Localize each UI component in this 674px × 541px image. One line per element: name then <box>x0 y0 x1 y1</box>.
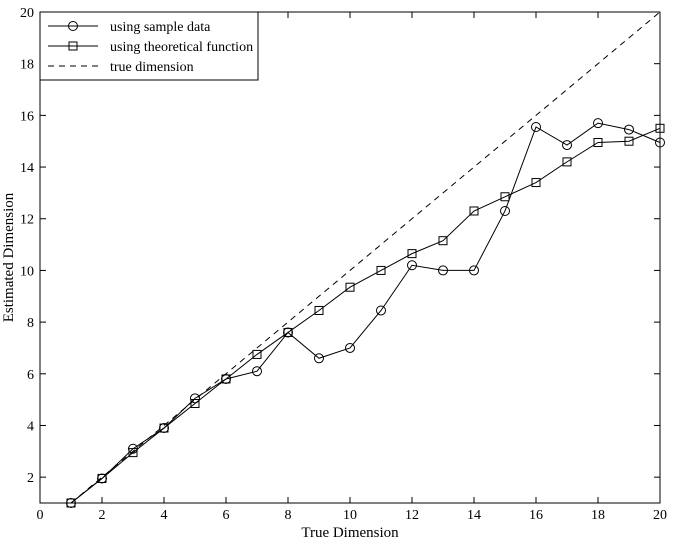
data-point-using-sample-data <box>531 121 541 132</box>
x-axis-label: True Dimension <box>301 525 399 541</box>
x-tick-label: 20 <box>653 508 667 523</box>
data-point-using-theoretical-function <box>624 136 634 146</box>
data-point-using-theoretical-function <box>345 282 355 292</box>
series-line-using-sample-data <box>70 122 661 504</box>
data-point-using-theoretical-function <box>500 192 510 202</box>
data-point-using-theoretical-function <box>252 349 262 359</box>
data-point-using-sample-data <box>624 124 634 135</box>
data-point-using-theoretical-function <box>159 423 169 433</box>
legend-label: using sample data <box>110 20 211 35</box>
data-point-using-sample-data <box>593 118 603 129</box>
y-tick-label: 20 <box>20 6 34 21</box>
data-point-using-theoretical-function <box>128 448 138 458</box>
plot-layer <box>66 11 665 508</box>
y-tick-label: 4 <box>27 419 34 434</box>
data-point-using-theoretical-function <box>562 157 572 167</box>
data-point-using-sample-data <box>562 140 572 151</box>
data-point-using-theoretical-function <box>531 178 541 188</box>
y-tick-label: 8 <box>27 316 34 331</box>
y-tick-label: 18 <box>20 58 34 73</box>
data-point-using-sample-data <box>314 353 324 364</box>
legend-marker <box>68 41 78 51</box>
y-tick-label: 12 <box>20 213 34 228</box>
data-point-using-theoretical-function <box>407 249 417 259</box>
data-point-using-theoretical-function <box>376 265 386 275</box>
y-tick-label: 2 <box>27 471 34 486</box>
data-point-using-theoretical-function <box>314 305 324 315</box>
x-tick-label: 14 <box>467 508 481 523</box>
series-true-dimension <box>70 11 661 504</box>
data-point-using-sample-data <box>190 393 200 404</box>
data-point-using-sample-data <box>500 205 510 216</box>
data-point-using-sample-data <box>345 342 355 353</box>
y-tick-label: 10 <box>20 264 34 279</box>
x-tick-label: 8 <box>285 508 292 523</box>
x-tick-label: 2 <box>99 508 106 523</box>
data-point-using-theoretical-function <box>593 138 603 148</box>
x-tick-label: 18 <box>591 508 605 523</box>
x-tick-label: 4 <box>161 508 168 523</box>
series-line-using-theoretical-function <box>70 127 661 504</box>
legend-item-using-sample-data: using sample data <box>48 20 211 35</box>
legend-item-true-dimension: true dimension <box>48 60 194 75</box>
legend-item-using-theoretical-function: using theoretical function <box>48 40 253 55</box>
legend-label: true dimension <box>110 60 194 75</box>
data-point-using-sample-data <box>252 366 262 377</box>
legend: using sample data using theoretical funct… <box>39 11 259 81</box>
series-line-true-dimension <box>70 11 661 504</box>
series-using-sample-data <box>66 118 665 508</box>
x-tick-label: 0 <box>37 508 44 523</box>
legend-items: using sample data using theoretical funct… <box>48 20 253 75</box>
y-tick-label: 6 <box>27 368 34 383</box>
y-tick-label: 16 <box>20 109 34 124</box>
legend-marker <box>68 21 78 31</box>
x-tick-label: 12 <box>405 508 419 523</box>
series-using-theoretical-function <box>66 123 665 508</box>
y-tick-label: 14 <box>20 161 34 176</box>
data-point-using-sample-data <box>376 305 386 316</box>
data-point-using-theoretical-function <box>221 374 231 384</box>
plot-frame <box>39 11 661 504</box>
data-point-using-sample-data <box>438 265 448 276</box>
x-tick-label: 10 <box>343 508 357 523</box>
data-point-using-theoretical-function <box>97 473 107 483</box>
data-point-using-theoretical-function <box>469 206 479 216</box>
legend-label: using theoretical function <box>110 40 253 55</box>
data-point-using-sample-data <box>407 260 417 271</box>
x-tick-label: 6 <box>223 508 230 523</box>
x-tick-label: 16 <box>529 508 543 523</box>
ticks-layer: 0 2 4 6 8 10 12 14 16 18 20 2 4 6 8 10 12 14 16 18 20 <box>20 6 667 523</box>
data-point-using-theoretical-function <box>283 327 293 337</box>
data-point-using-theoretical-function <box>438 236 448 246</box>
y-axis-label: Estimated Dimension <box>1 192 17 322</box>
data-point-using-sample-data <box>469 265 479 276</box>
